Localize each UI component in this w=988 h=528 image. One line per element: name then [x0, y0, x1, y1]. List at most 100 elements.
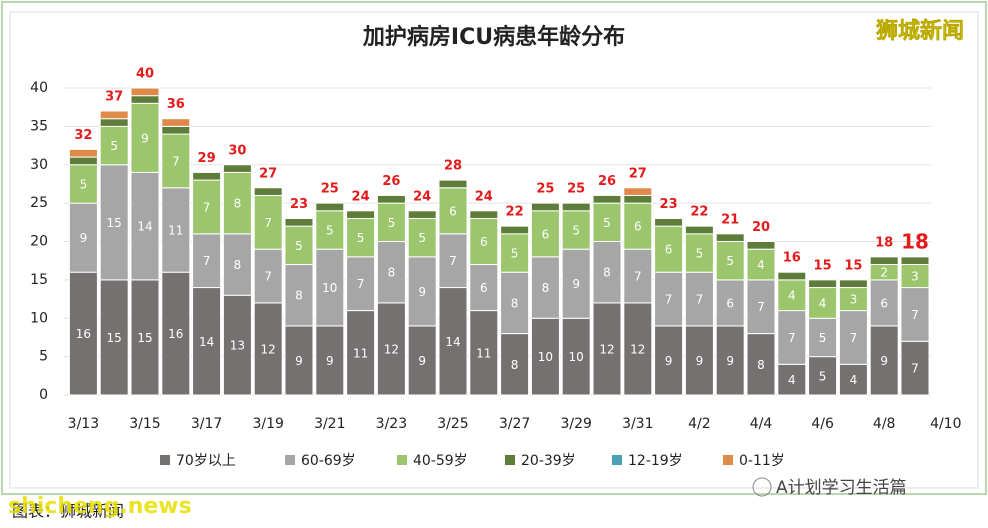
x-tick-label: 4/6: [811, 416, 834, 432]
segment-label: 6: [449, 204, 457, 218]
total-label: 36: [167, 97, 185, 112]
total-label: 26: [382, 174, 400, 189]
bar-segment: [315, 202, 345, 212]
segment-label: 9: [726, 354, 734, 368]
segment-label: 7: [850, 331, 858, 345]
segment-label: 12: [630, 342, 645, 356]
bar-segment: [315, 210, 345, 250]
segment-label: 3: [850, 293, 858, 307]
total-label: 22: [690, 205, 708, 220]
bar-segment: [900, 256, 930, 266]
x-tick-label: 3/19: [252, 416, 283, 432]
segment-label: 5: [511, 247, 519, 261]
total-label: 32: [74, 128, 92, 143]
bar-segment: [192, 233, 222, 289]
x-tick-label: 3/31: [622, 416, 653, 432]
bar-segment: [530, 256, 560, 319]
legend-swatch: [505, 455, 515, 465]
segment-label: 4: [788, 373, 796, 387]
bar-segment: [253, 248, 283, 304]
segment-label: 9: [880, 354, 888, 368]
bar-segment: [530, 202, 560, 212]
segment-label: 15: [107, 331, 122, 345]
segment-label: 6: [480, 235, 488, 249]
segment-label: 10: [538, 350, 553, 364]
bar-segment: [746, 241, 776, 250]
segment-label: 12: [599, 342, 614, 356]
bar-segment: [284, 217, 314, 227]
segment-label: 5: [819, 369, 827, 383]
bar-segment: [346, 310, 376, 396]
bar-segment: [99, 125, 129, 166]
bar-segment: [654, 271, 684, 327]
bar-segment: [746, 248, 776, 281]
legend-label: 20-39岁: [521, 453, 576, 469]
bar-segment: [161, 271, 191, 396]
bar-segment: [777, 271, 807, 281]
y-tick-label: 5: [39, 349, 48, 365]
segment-label: 10: [569, 350, 584, 364]
bar-segment: [407, 217, 437, 258]
segment-label: 7: [696, 293, 704, 307]
bar-segment: [284, 325, 314, 396]
x-tick-label: 3/25: [437, 416, 468, 432]
bar-segment: [500, 271, 530, 335]
bar-segment: [222, 294, 252, 396]
total-label: 24: [352, 189, 370, 204]
bar-segment: [684, 225, 714, 235]
bar-segment: [222, 164, 252, 173]
bar-segment: [130, 87, 160, 97]
segment-label: 6: [665, 243, 673, 257]
bar-segment: [253, 187, 283, 196]
x-tick-label: 4/10: [930, 416, 961, 432]
total-label: 40: [136, 67, 154, 82]
bar-segment: [407, 256, 437, 327]
bar-segment: [130, 102, 160, 173]
segment-label: 10: [322, 281, 337, 295]
total-label: 18: [875, 235, 893, 250]
bar-segment: [469, 310, 499, 396]
bar-segment: [99, 279, 129, 396]
bar-segment: [161, 118, 191, 127]
bar-segment: [130, 171, 160, 281]
total-label: 28: [444, 159, 462, 174]
bar-segment: [192, 179, 222, 235]
bar-segment: [315, 325, 345, 396]
segment-label: 5: [819, 331, 827, 345]
segment-label: 7: [203, 254, 211, 268]
bar-segment: [592, 302, 622, 396]
bar-segment: [808, 356, 838, 396]
bar-segment: [68, 156, 98, 166]
bar-segment: [376, 241, 406, 304]
legend-label: 70岁以上: [176, 453, 236, 469]
bar-segment: [777, 310, 807, 365]
total-label: 20: [752, 220, 770, 235]
bar-segment: [161, 133, 191, 189]
segment-label: 9: [665, 354, 673, 368]
bar-segment: [561, 210, 591, 250]
segment-label: 5: [418, 231, 426, 245]
total-label: 15: [844, 258, 862, 273]
bar-segment: [346, 217, 376, 258]
total-label: 25: [567, 182, 585, 197]
segment-label: 5: [80, 177, 88, 191]
segment-label: 7: [665, 293, 673, 307]
segment-label: 8: [388, 266, 396, 280]
source: 图表：狮城新闻: [12, 502, 124, 521]
watermark: 狮城新闻: [876, 18, 964, 44]
bar-segment: [438, 287, 468, 396]
bar-segment: [808, 287, 838, 319]
bar-segment: [654, 225, 684, 273]
account: A计划学习生活篇: [776, 478, 907, 498]
bar-segment: [561, 202, 591, 212]
segment-label: 9: [418, 354, 426, 368]
total-label: 27: [259, 166, 277, 181]
x-tick-label: 3/13: [68, 416, 99, 432]
bar-segment: [192, 287, 222, 396]
segment-label: 7: [203, 200, 211, 214]
segment-label: 9: [80, 231, 88, 245]
segment-label: 16: [76, 327, 91, 341]
x-tick-label: 4/8: [873, 416, 896, 432]
bar-segment: [469, 210, 499, 219]
segment-label: 9: [295, 354, 303, 368]
